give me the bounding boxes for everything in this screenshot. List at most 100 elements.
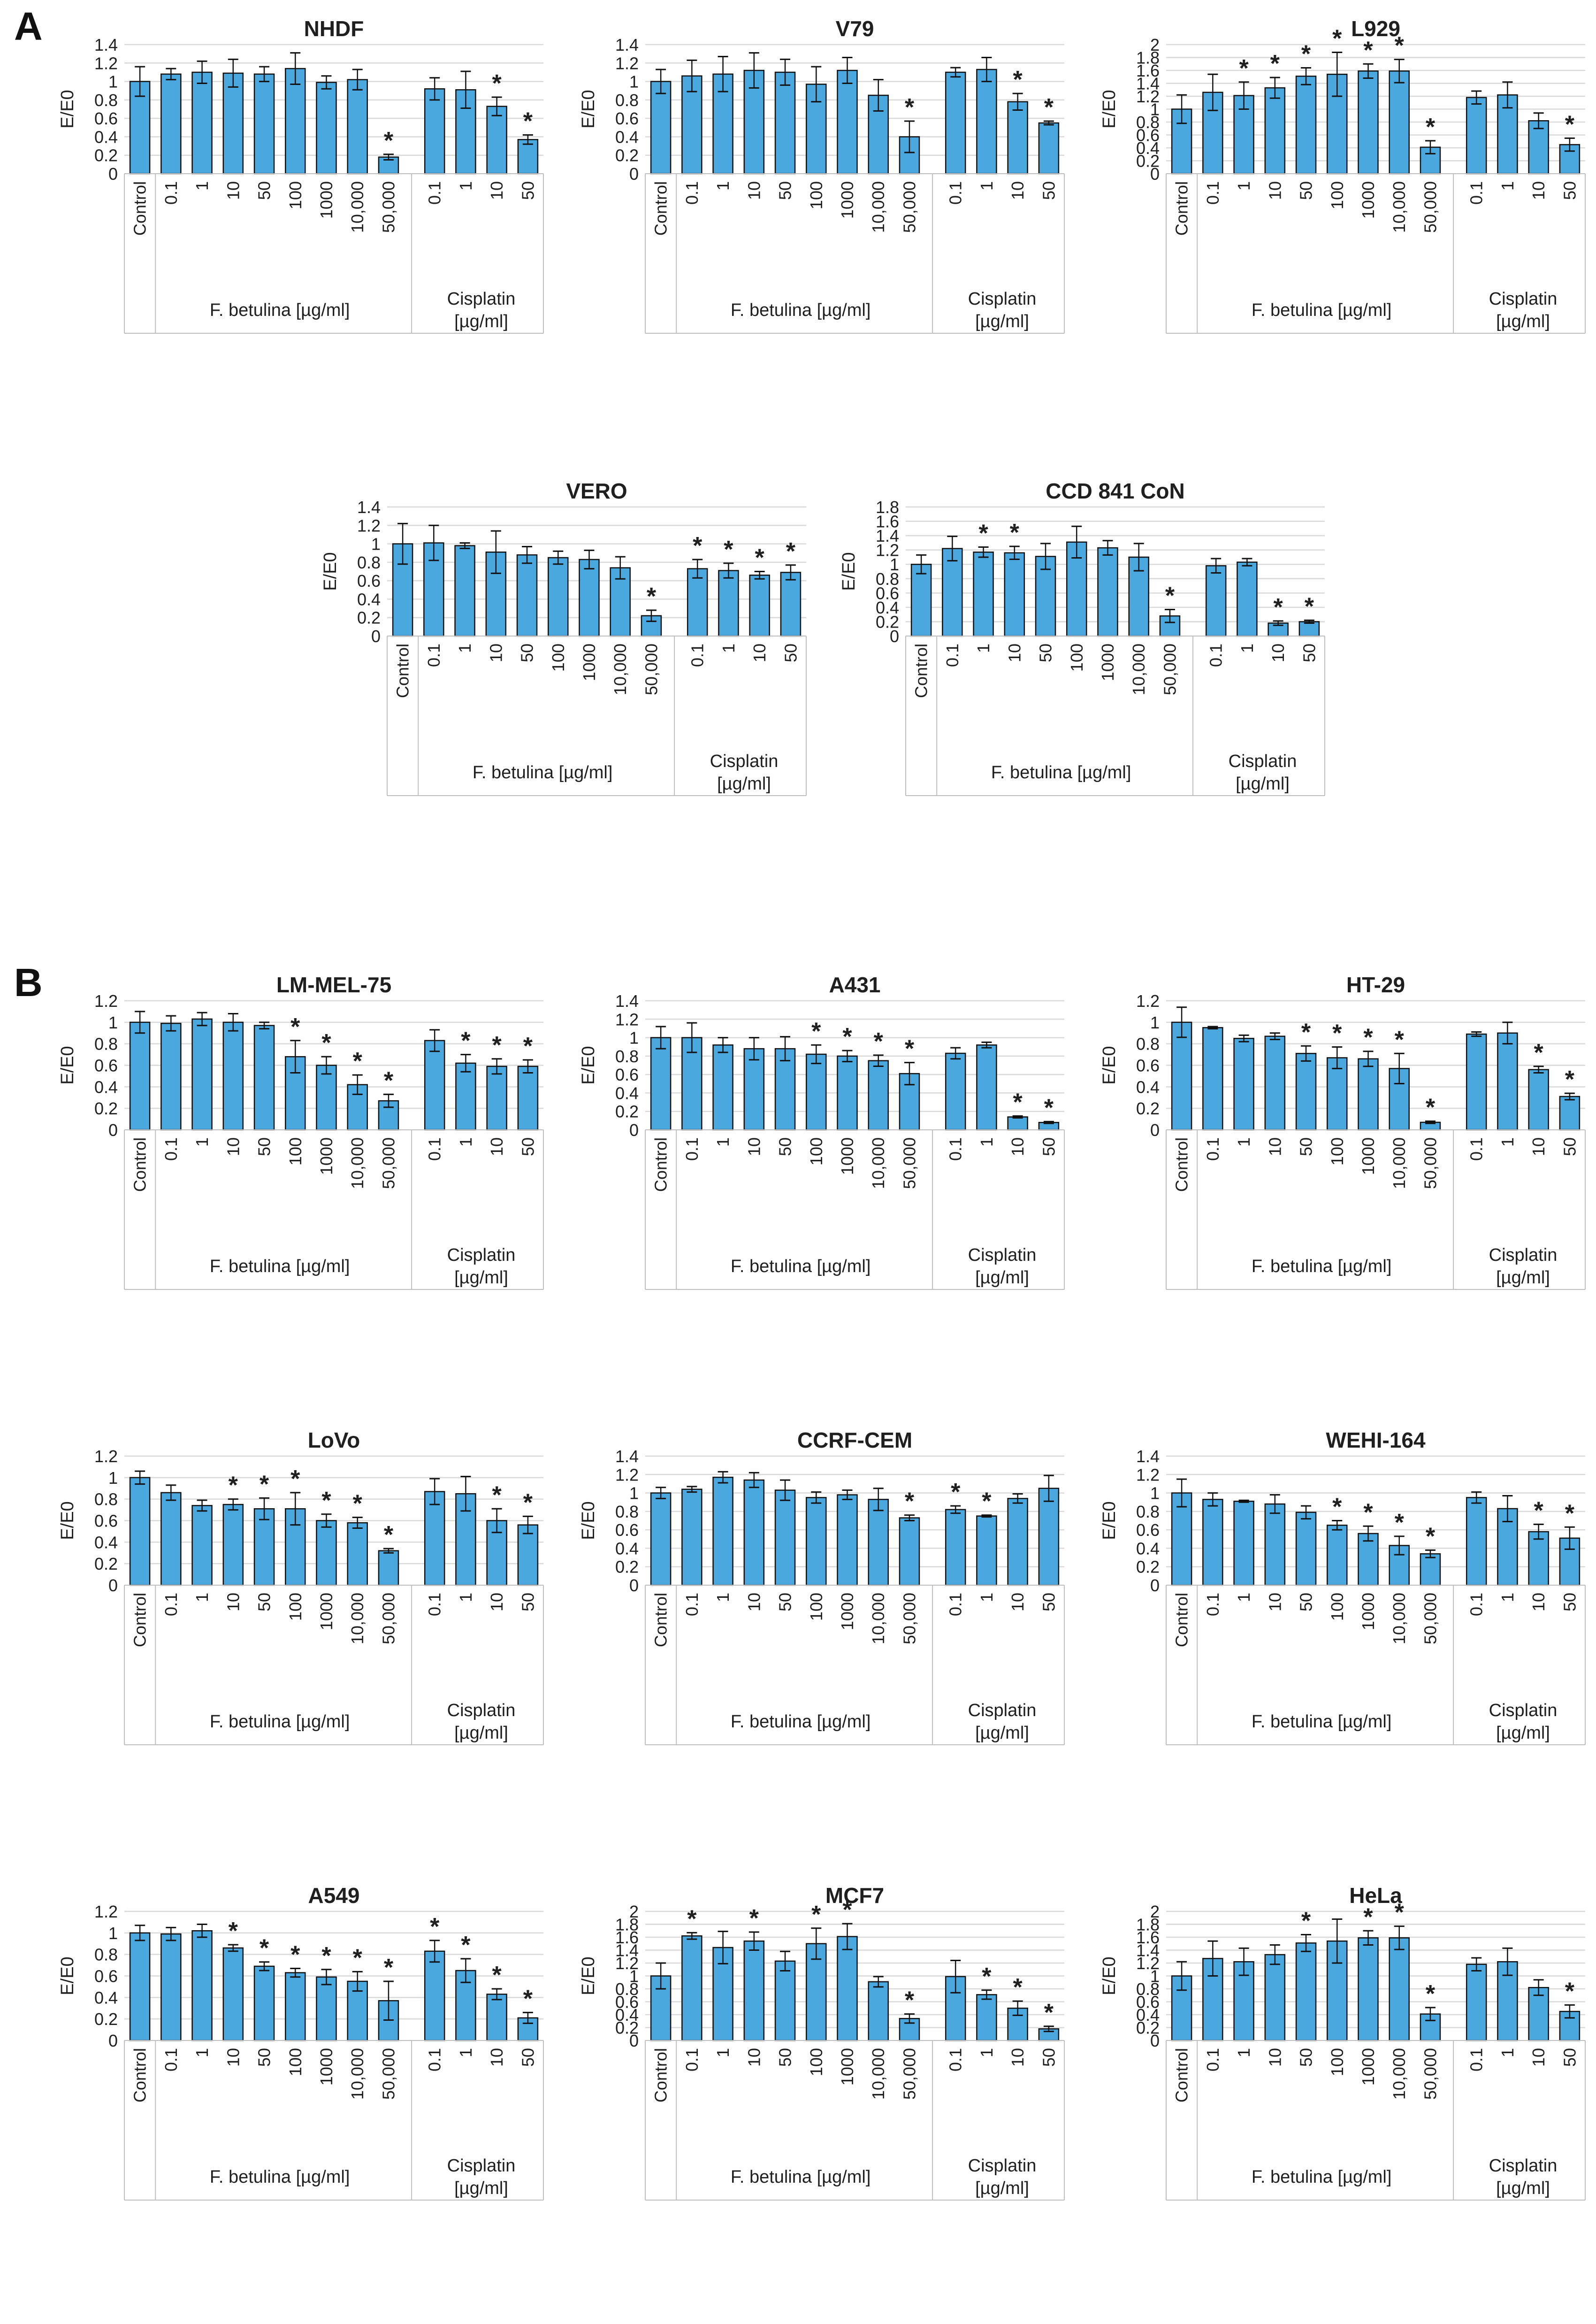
x-tick-label: 50 [255,181,274,200]
x-tick-label: 50 [1560,1593,1579,1611]
y-tick-label: 0.8 [1136,1502,1160,1521]
y-tick-label: 1.4 [1136,1941,1160,1960]
x-tick-label: 10,000 [1390,1593,1409,1644]
bar [1295,76,1317,175]
significance-asterisk: * [1426,1523,1436,1550]
significance-asterisk: * [492,1032,502,1059]
x-tick-label: 100 [1328,181,1347,209]
x-tick-label: 0.1 [1203,1137,1222,1161]
significance-asterisk: * [1301,41,1311,68]
y-tick-label: 0.6 [94,1511,118,1531]
bar [774,1489,796,1586]
group-label-cisplatin-line2: [µg/ml] [975,1723,1029,1743]
bar [316,1065,337,1131]
significance-asterisk: * [353,1048,363,1075]
bars-group: * * * * * * [650,1018,1060,1131]
y-tick-label: 0.8 [94,91,118,110]
x-tick-label: 10 [750,644,769,662]
x-axis-box [645,1585,1065,1745]
significance-asterisk: * [461,1932,471,1959]
chart-title: HT-29 [1346,973,1405,997]
x-tick-label: 100 [1328,1593,1347,1621]
x-tick-label: 50 [776,1593,795,1611]
y-tick-label: 2 [1150,1902,1160,1921]
y-tick-label: 0.8 [615,1502,639,1521]
group-label-f-betulina: F. betulina [µg/ml] [210,1257,350,1276]
x-tick-label: 100 [1328,1137,1347,1166]
y-tick-label: 1 [629,1484,639,1503]
x-tick-label: Control [651,181,671,236]
chart-ccrf-cem: 0 0.2 0.4 0.6 0.8 1 1.2 1.4 CCRF-CEM E/E0 * * * Contr… [573,1423,1072,1754]
x-tick-label: 0.1 [425,181,444,205]
y-tick-label: 1 [108,72,118,92]
y-axis-ticks: 0 0.2 0.4 0.6 0.8 1 1.2 [94,991,118,1140]
significance-asterisk: * [1044,1999,1054,2026]
x-tick-label: 100 [286,181,305,209]
y-tick-label: 0.6 [357,571,381,591]
bar [1389,70,1410,175]
y-tick-label: 1.8 [876,498,899,517]
y-tick-label: 0 [1150,1576,1160,1595]
x-tick-label: 1000 [317,1137,336,1175]
bar [1171,1492,1192,1586]
bars-group: * * * * * * * [1171,1006,1581,1131]
bar [316,82,337,175]
bar [222,72,244,175]
x-tick-label: 50 [776,1137,795,1156]
bar [285,1972,306,2041]
y-tick-label: 0.4 [615,1539,639,1558]
y-tick-label: 1.2 [94,991,118,1011]
y-tick-label: 0 [629,1576,639,1595]
significance-asterisk: * [523,1489,533,1516]
x-tick-label: 50 [518,2048,537,2067]
significance-asterisk: * [905,1035,915,1063]
y-tick-label: 0.4 [876,598,899,617]
x-tick-label: Control [393,644,412,698]
significance-asterisk: * [1332,1494,1342,1521]
significance-asterisk: * [724,536,733,563]
significance-asterisk: * [1301,1908,1311,1935]
x-tick-label: 0.1 [425,2048,444,2071]
bar [1358,70,1379,175]
x-tick-label: 50,000 [379,181,398,233]
bar [837,1936,858,2041]
x-tick-label: 50 [1299,644,1319,662]
x-tick-label: 100 [1328,2048,1347,2076]
x-tick-labels: Control 0.1 1 10 50 100 1000 10,000 50,000 0.1 1 10… [1172,2048,1580,2102]
group-label-cisplatin-line1: Cisplatin [1489,1245,1558,1265]
bar [1038,122,1060,175]
bar [424,1950,445,2041]
x-tick-label: 10 [487,1593,506,1611]
group-label-cisplatin-line1: Cisplatin [710,752,779,771]
x-tick-label: 1 [713,1593,733,1602]
x-tick-label: 0.1 [943,644,962,667]
x-tick-label: 10 [1265,1137,1284,1156]
y-tick-label: 0.4 [357,590,381,609]
chart-title: CCRF-CEM [797,1428,912,1452]
bar [347,1522,368,1586]
x-tick-label: 1 [1234,1137,1253,1147]
group-label-f-betulina: F. betulina [µg/ml] [731,1712,871,1732]
y-tick-label: 1.2 [1136,1465,1160,1484]
bar [517,1066,539,1131]
x-tick-label: 50 [1297,2048,1316,2067]
x-tick-label: 50 [1297,1593,1316,1611]
x-tick-label: 1 [1234,181,1253,191]
group-label-f-betulina: F. betulina [µg/ml] [1252,1712,1392,1732]
x-tick-label: 1 [456,181,475,191]
x-tick-label: 0.1 [682,181,702,205]
x-tick-label: Control [130,1593,150,1647]
x-tick-labels: Control 0.1 1 10 50 100 1000 10,000 50,000 0.1 1 10… [1172,1593,1580,1647]
significance-asterisk: * [1534,1039,1544,1066]
group-label-cisplatin-line2: [µg/ml] [1496,1723,1550,1743]
group-label-f-betulina: F. betulina [µg/ml] [210,300,350,320]
group-label-cisplatin-line2: [µg/ml] [454,312,508,331]
x-tick-label: 1 [1234,2048,1253,2057]
x-tick-label: 1 [1237,644,1257,653]
x-tick-label: 50,000 [1420,181,1440,233]
x-tick-label: 1000 [317,181,336,219]
chart-ccd-841-con: 0 0.2 0.4 0.6 0.8 1 1.2 1.4 1.6 1.8 CCD 841 CoN E/E… [833,474,1333,805]
